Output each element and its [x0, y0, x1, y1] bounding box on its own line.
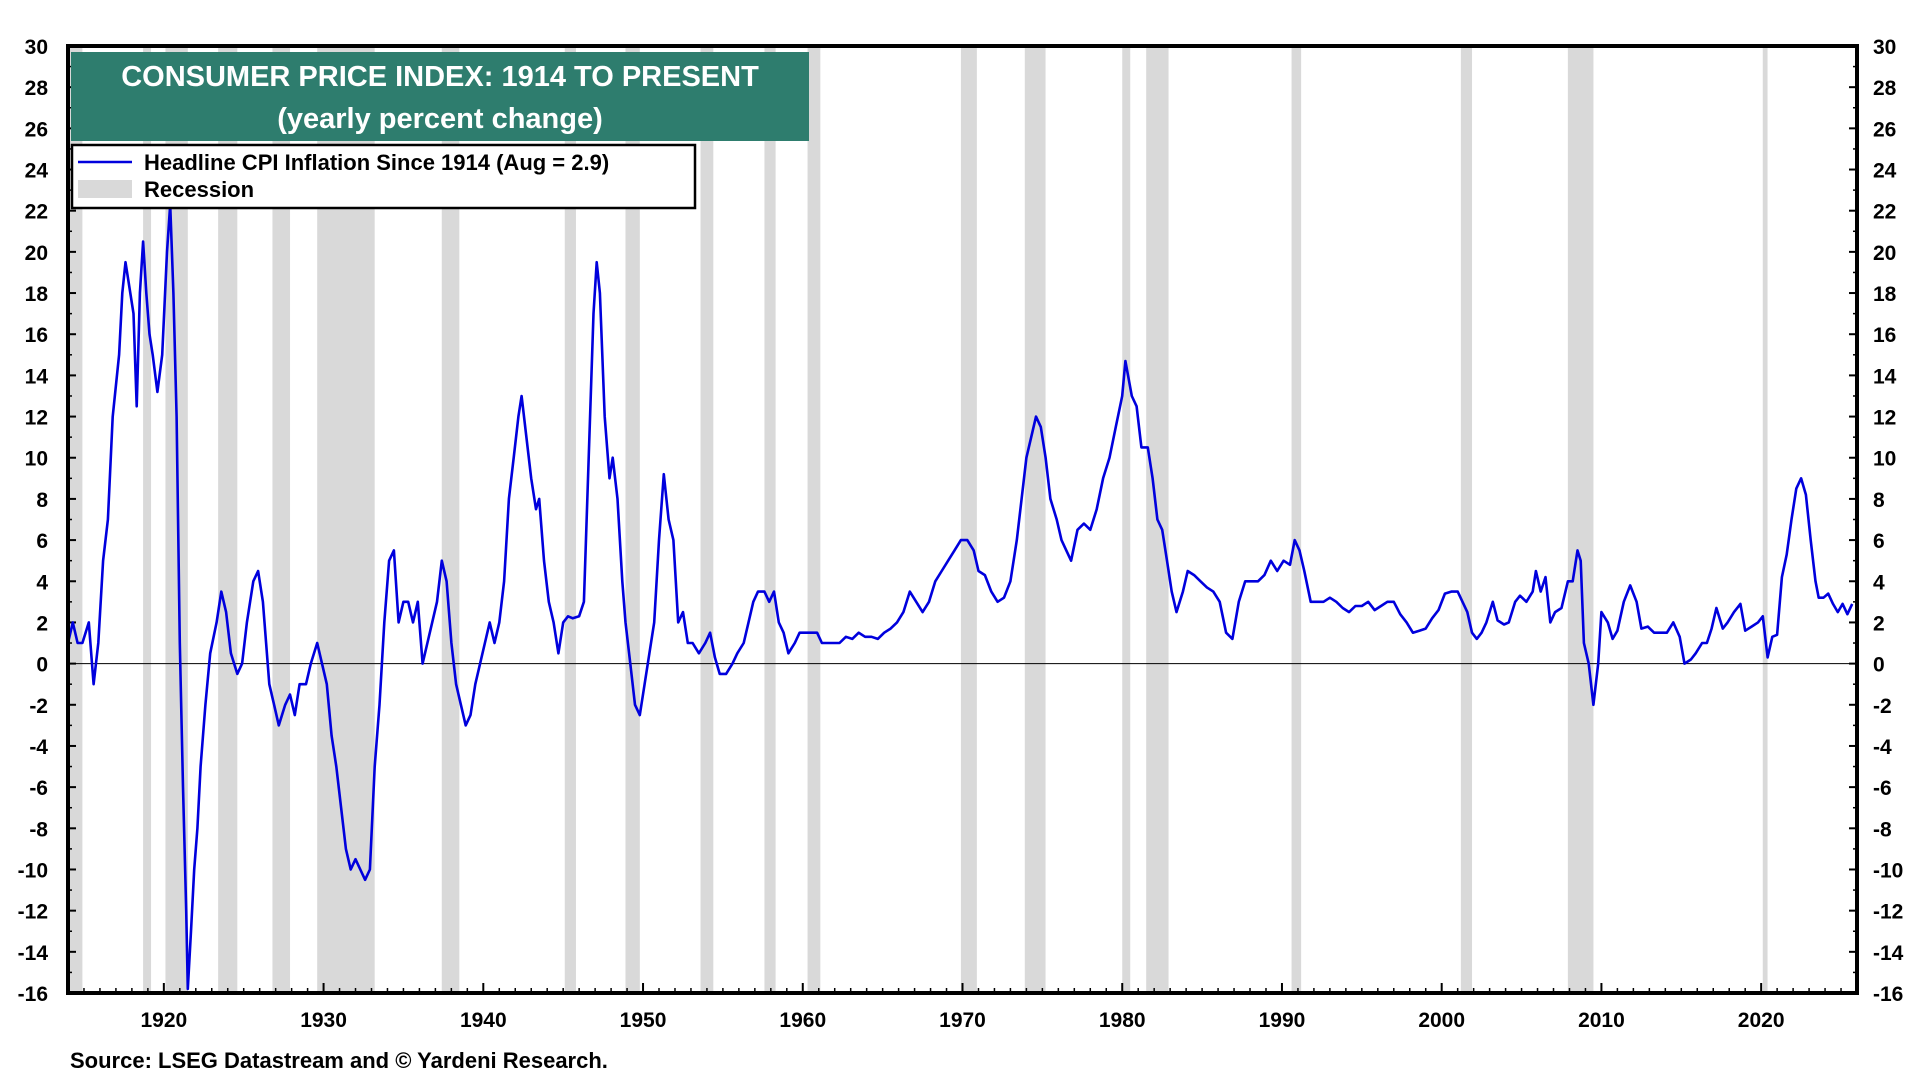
recession-band-4	[272, 46, 291, 993]
recession-band-9	[700, 46, 714, 993]
y-tick-label: 24	[1873, 160, 1897, 183]
recession-band-6	[441, 46, 460, 993]
y-tick-label: 14	[1873, 365, 1897, 388]
cpi-series-line	[66, 203, 1854, 991]
y-tick-label: -6	[1873, 777, 1892, 800]
y-tick-label: 10	[25, 448, 48, 471]
x-tick-label: 1930	[300, 1009, 347, 1032]
recession-band-0	[68, 46, 83, 993]
chart-subtitle: (yearly percent change)	[277, 103, 603, 135]
y-tick-label: -14	[1873, 942, 1904, 965]
recession-band-10	[764, 46, 776, 993]
y-tick-label: 22	[25, 201, 48, 224]
recession-band-11	[807, 46, 821, 993]
recession-band-8	[625, 46, 640, 993]
y-tick-label: 26	[1873, 118, 1896, 141]
y-tick-label: -2	[1873, 695, 1892, 718]
legend-box	[70, 143, 697, 210]
y-tick-label: -14	[18, 942, 49, 965]
y-tick-label: 20	[1873, 242, 1896, 265]
y-tick-label: 26	[25, 118, 48, 141]
y-tick-labels-left: 302826242220181614121086420-2-4-6-8-10-1…	[18, 36, 49, 1006]
y-tick-label: -12	[1873, 901, 1903, 924]
x-tick-label: 2020	[1738, 1009, 1785, 1032]
recession-band-7	[564, 46, 576, 993]
y-tick-label: -16	[18, 983, 48, 1006]
y-tick-label: -12	[18, 901, 48, 924]
y-tick-label: 6	[1873, 530, 1885, 553]
plot-frame	[66, 44, 1859, 995]
x-tick-label: 2010	[1578, 1009, 1625, 1032]
y-tick-labels-right: 302826242220181614121086420-2-4-6-8-10-1…	[1873, 36, 1904, 1006]
y-tick-label: -10	[1873, 859, 1903, 882]
x-tick-label: 1960	[779, 1009, 826, 1032]
recession-band-14	[1122, 46, 1131, 993]
y-tick-label: 12	[25, 407, 48, 430]
x-tick-label: 1970	[939, 1009, 986, 1032]
x-tick-label: 1940	[460, 1009, 507, 1032]
title-box: CONSUMER PRICE INDEX: 1914 TO PRESENT (y…	[71, 52, 809, 141]
y-tick-label: 30	[25, 36, 48, 59]
legend: Headline CPI Inflation Since 1914 (Aug =…	[70, 143, 697, 210]
y-tick-label: 6	[36, 530, 48, 553]
x-tick-labels: 1920 1930 1940 1950 1960 1970 1980 1990 2000 2010…	[140, 1009, 1784, 1032]
y-tick-label: 4	[36, 571, 48, 594]
y-tick-label: 28	[25, 77, 49, 100]
recession-band-16	[1291, 46, 1302, 993]
y-tick-label: -6	[29, 777, 48, 800]
recession-band-18	[1567, 46, 1594, 993]
recession-band-1	[143, 46, 152, 993]
y-tick-label: -8	[1873, 818, 1892, 841]
y-tick-label: -10	[18, 859, 48, 882]
y-tick-label: -16	[1873, 983, 1903, 1006]
legend-label-recession: Recession	[144, 177, 254, 202]
y-tick-label: -4	[1873, 736, 1892, 759]
y-tick-label: -4	[29, 736, 48, 759]
recession-band-3	[218, 46, 238, 993]
y-tick-label: 30	[1873, 36, 1896, 59]
y-tick-label: 0	[1873, 654, 1885, 677]
y-tick-label: 14	[25, 365, 49, 388]
x-tick-label: 1990	[1259, 1009, 1306, 1032]
y-tick-label: 12	[1873, 407, 1896, 430]
y-tick-label: 18	[25, 283, 49, 306]
y-tick-label: 18	[1873, 283, 1897, 306]
recession-band-12	[960, 46, 977, 993]
y-tick-label: 10	[1873, 448, 1896, 471]
y-tick-label: 2	[1873, 612, 1885, 635]
y-tick-label: 0	[36, 654, 48, 677]
x-tick-label: 2000	[1418, 1009, 1465, 1032]
y-tick-label: 22	[1873, 201, 1896, 224]
y-tick-label: 24	[25, 160, 49, 183]
y-tick-label: 8	[36, 489, 48, 512]
recession-band-19	[1762, 46, 1768, 993]
recession-band-13	[1024, 46, 1046, 993]
y-tick-label: 20	[25, 242, 48, 265]
x-tick-label: 1920	[140, 1009, 187, 1032]
y-tick-label: 8	[1873, 489, 1885, 512]
x-tick-label: 1950	[620, 1009, 667, 1032]
chart-title: CONSUMER PRICE INDEX: 1914 TO PRESENT	[121, 61, 759, 93]
source-note: Source: LSEG Datastream and © Yardeni Re…	[70, 1048, 608, 1073]
recession-band-17	[1460, 46, 1473, 993]
legend-recession-swatch	[78, 180, 132, 198]
y-tick-label: 4	[1873, 571, 1885, 594]
y-tick-label: 16	[1873, 324, 1896, 347]
y-tick-label: 28	[1873, 77, 1897, 100]
y-tick-label: 16	[25, 324, 48, 347]
x-tick-label: 1980	[1099, 1009, 1146, 1032]
legend-label-cpi: Headline CPI Inflation Since 1914 (Aug =…	[144, 150, 609, 175]
y-tick-label: 2	[36, 612, 48, 635]
y-tick-label: -8	[29, 818, 48, 841]
y-tick-label: -2	[29, 695, 48, 718]
